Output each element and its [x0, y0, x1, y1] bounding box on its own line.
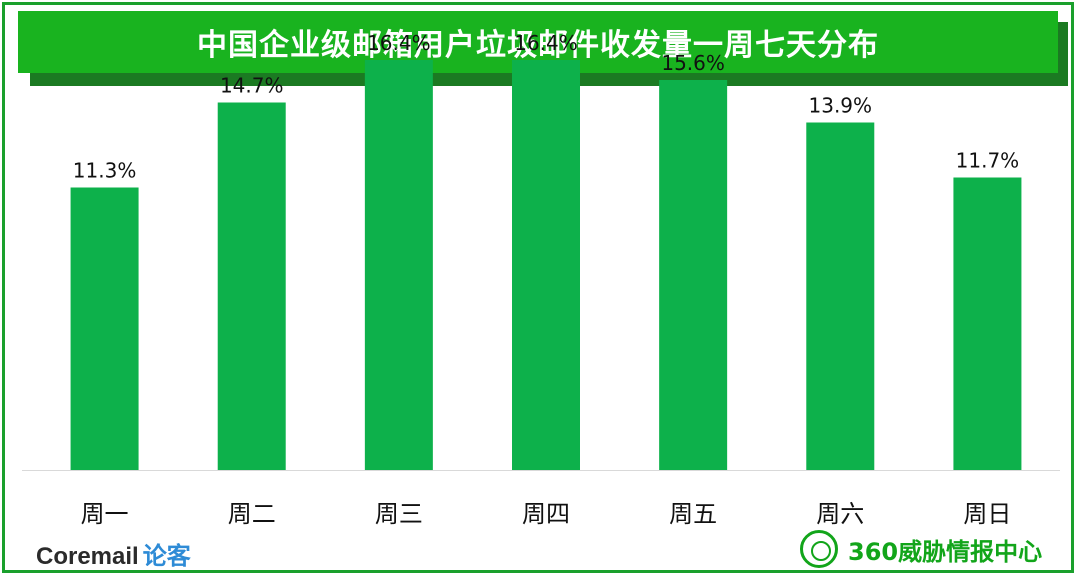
x-tick-label-7: 周日 — [963, 500, 1011, 528]
bar-6 — [806, 122, 875, 470]
bar-4 — [512, 60, 580, 470]
threat-center-logo: 360威胁情报中心 — [800, 530, 1042, 568]
x-tick-label-2: 周二 — [228, 500, 276, 528]
x-tick-label-4: 周四 — [522, 500, 570, 528]
data-label-7: 11.7% — [956, 149, 1020, 173]
data-label-6: 13.9% — [809, 94, 873, 118]
threat-center-logo-text: 360威胁情报中心 — [848, 537, 1043, 566]
coremail-logo: Coremail 论客 — [36, 536, 191, 571]
bar-2 — [217, 102, 286, 470]
data-label-4: 16.4% — [514, 31, 578, 55]
x-tick-label-1: 周一 — [81, 500, 129, 528]
data-label-1: 11.3% — [73, 159, 137, 183]
x-tick-label-5: 周五 — [669, 500, 717, 528]
coremail-logo-cn: 论客 — [142, 543, 191, 570]
coremail-logo-text: Coremail — [36, 543, 139, 570]
globe-emblem-icon — [800, 530, 838, 568]
data-label-3: 16.4% — [367, 31, 431, 55]
bar-7 — [953, 177, 1022, 470]
data-label-2: 14.7% — [220, 74, 284, 98]
bar-3 — [364, 60, 433, 470]
x-tick-label-6: 周六 — [816, 500, 864, 528]
data-label-5: 15.6% — [661, 51, 725, 75]
bar-1 — [70, 187, 139, 470]
x-tick-label-3: 周三 — [375, 500, 423, 528]
bar-5 — [659, 80, 728, 470]
